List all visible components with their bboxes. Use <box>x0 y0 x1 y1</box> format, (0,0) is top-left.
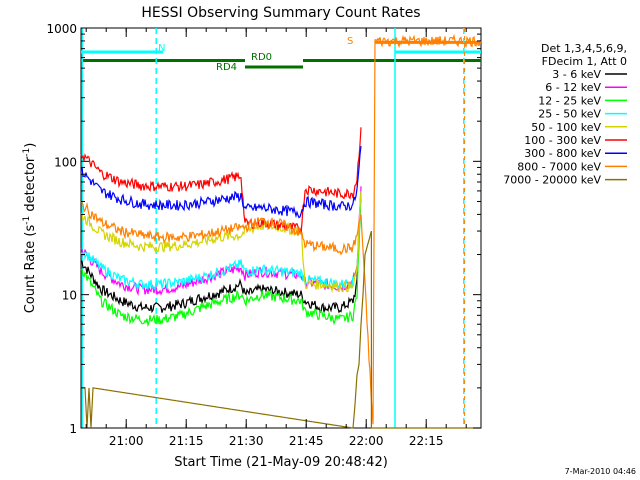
x-axis: 21:00 21:15 21:30 21:45 22:00 22:15 <box>85 28 467 448</box>
legend-label-3: 25 - 50 keV <box>538 108 601 121</box>
series-line-4 <box>80 190 362 294</box>
legend-header-line-2: FDecim 1, Att 0 <box>542 55 627 68</box>
annotation-n: N <box>158 43 165 54</box>
series-line-2 <box>80 195 362 328</box>
x-tick-label-1: 21:15 <box>169 434 204 448</box>
chart-title: HESSI Observing Summary Count Rates <box>141 5 420 21</box>
series-line-3 <box>80 190 362 292</box>
legend-label-7: 800 - 7000 keV <box>517 160 601 173</box>
y-tick-label-2: 100 <box>54 155 77 169</box>
annotation-s: S <box>347 36 353 47</box>
annotation-rd0: RD0 <box>251 52 272 63</box>
legend: Det 1,3,4,5,6,9, FDecim 1, Att 0 3 - 6 k… <box>503 42 627 187</box>
series-line-0 <box>80 190 362 314</box>
series-group <box>80 33 482 429</box>
legend-header-line-1: Det 1,3,4,5,6,9, <box>541 42 627 55</box>
legend-label-1: 6 - 12 keV <box>545 81 601 94</box>
legend-label-4: 50 - 100 keV <box>531 121 601 134</box>
y-axis: 1 10 100 1000 <box>46 22 481 436</box>
series-line-7 <box>80 33 482 425</box>
series-line-5 <box>80 127 362 235</box>
x-tick-label-0: 21:00 <box>109 434 144 448</box>
legend-label-2: 12 - 25 keV <box>538 94 601 107</box>
legend-label-5: 100 - 300 keV <box>524 134 601 147</box>
y-tick-label-0: 1 <box>69 422 77 436</box>
legend-label-8: 7000 - 20000 keV <box>503 174 601 187</box>
event-markers <box>81 28 466 428</box>
x-axis-label: Start Time (21-May-09 20:48:42) <box>174 455 388 470</box>
footer-timestamp: 7-Mar-2010 04:46 <box>565 467 636 476</box>
legend-label-6: 300 - 800 keV <box>524 147 601 160</box>
y-tick-label-1: 10 <box>62 289 77 303</box>
x-tick-label-2: 21:30 <box>229 434 264 448</box>
series-line-6 <box>80 146 362 219</box>
series-line-1 <box>80 186 362 296</box>
x-tick-label-4: 22:00 <box>349 434 384 448</box>
legend-label-0: 3 - 6 keV <box>552 68 601 81</box>
x-tick-label-5: 22:15 <box>409 434 444 448</box>
x-tick-label-3: 21:45 <box>289 434 324 448</box>
y-tick-label-3: 1000 <box>46 22 77 36</box>
y-axis-label: Count Rate (s-1 detector-1) <box>22 143 38 314</box>
annotation-rd4: RD4 <box>216 62 237 73</box>
plot-frame <box>80 27 482 429</box>
series-line-8 <box>81 230 481 429</box>
